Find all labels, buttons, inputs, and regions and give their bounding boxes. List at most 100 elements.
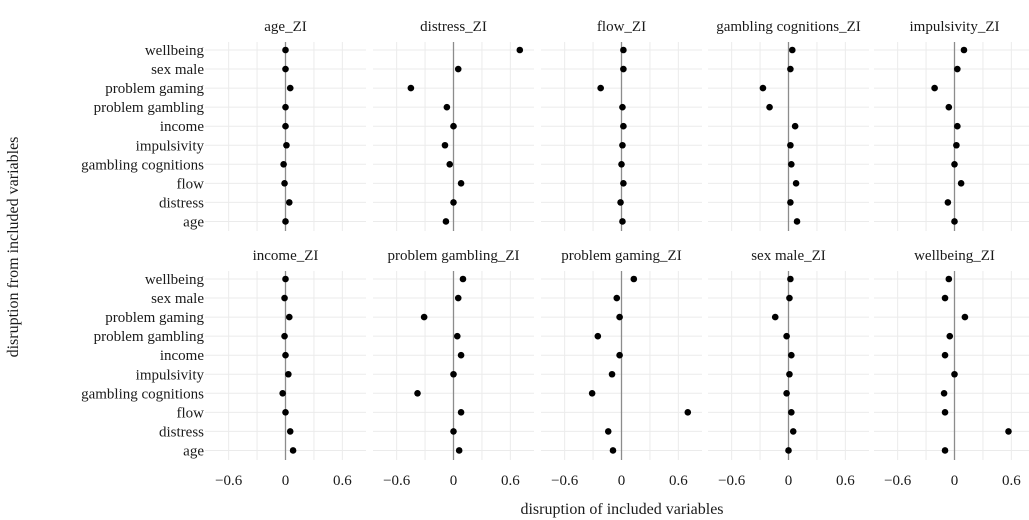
point-income	[620, 122, 627, 130]
point-gambling-cognitions	[940, 390, 948, 397]
point-sex-male	[620, 65, 627, 73]
point-income	[457, 351, 465, 359]
panel-title: income_ZI	[253, 248, 319, 264]
point-flow	[788, 409, 795, 416]
point-age	[793, 218, 801, 225]
x-tick-label: 0.6	[1002, 473, 1021, 489]
point-sex-male	[786, 294, 793, 302]
point-wellbeing	[516, 46, 524, 54]
point-distress	[1005, 428, 1012, 435]
point-wellbeing	[630, 275, 638, 283]
x-tick-label: 0.6	[501, 473, 520, 489]
panel-problem-gaming-zi: problem gaming_ZI	[541, 248, 702, 460]
point-problem-gambling	[282, 103, 289, 111]
point-distress	[285, 199, 293, 206]
point-impulsivity	[951, 370, 958, 378]
point-distress	[944, 199, 952, 206]
point-problem-gaming	[420, 313, 428, 321]
point-sex-male	[787, 65, 794, 73]
point-problem-gaming	[286, 84, 294, 92]
y-label-impulsivity: impulsivity	[136, 367, 205, 383]
point-age	[785, 447, 792, 454]
y-label-problem-gaming: problem gaming	[105, 81, 204, 97]
panel-gambling-cognitions-zi: gambling cognitions_ZI	[708, 19, 869, 231]
y-label-wellbeing: wellbeing	[145, 43, 205, 59]
point-age	[951, 218, 958, 225]
point-problem-gaming	[616, 313, 623, 321]
panel-wellbeing-zi: wellbeing_ZI	[874, 248, 1029, 460]
point-gambling-cognitions	[279, 390, 286, 397]
point-age	[455, 447, 463, 454]
panel-distress-zi: distress_ZI	[373, 19, 534, 231]
y-category-labels: wellbeing sex male problem gaming problem g…	[81, 43, 204, 459]
point-distress	[604, 428, 612, 435]
point-problem-gambling	[783, 332, 790, 340]
point-income	[282, 122, 289, 130]
point-distress	[450, 199, 457, 206]
point-distress	[617, 199, 624, 206]
point-age	[442, 218, 450, 225]
y-label-wellbeing: wellbeing	[145, 272, 205, 288]
point-flow	[684, 409, 692, 416]
x-tick-labels: −0.6 0 0.6 −0.6 0 0.6 −0.6 0 0.6 −0.6 0 0.6 −0.6 0 0.6	[215, 473, 1021, 489]
point-income	[450, 122, 457, 130]
point-age	[609, 447, 617, 454]
point-problem-gambling	[281, 332, 288, 340]
point-problem-gambling	[443, 103, 451, 111]
y-label-distress: distress	[159, 424, 204, 440]
x-tick-label: −0.6	[884, 473, 912, 489]
y-label-problem-gambling: problem gambling	[94, 329, 205, 345]
x-tick-label: 0	[618, 473, 626, 489]
panels-layer: age_ZI distress_ZI flow_ZI gambling cogniti…	[205, 19, 1029, 460]
point-impulsivity	[953, 141, 960, 149]
x-tick-label: 0.6	[836, 473, 855, 489]
point-problem-gaming	[759, 84, 767, 92]
point-problem-gambling	[946, 332, 954, 340]
point-distress	[450, 428, 457, 435]
panel-title: flow_ZI	[597, 19, 646, 35]
y-label-problem-gaming: problem gaming	[105, 310, 204, 326]
x-tick-label: 0.6	[333, 473, 352, 489]
y-label-sex-male: sex male	[151, 62, 204, 78]
point-flow	[282, 409, 289, 416]
x-tick-label: 0	[450, 473, 458, 489]
y-label-distress: distress	[159, 195, 204, 211]
panel-age-zi: age_ZI	[205, 19, 366, 231]
panel-title: problem gaming_ZI	[561, 248, 681, 264]
x-tick-label: 0.6	[669, 473, 688, 489]
point-wellbeing	[620, 46, 627, 54]
y-label-sex-male: sex male	[151, 291, 204, 307]
panel-title: impulsivity_ZI	[910, 19, 1000, 35]
point-sex-male	[954, 65, 961, 73]
point-problem-gambling	[594, 332, 602, 340]
point-problem-gaming	[771, 313, 779, 321]
point-flow	[957, 180, 965, 187]
panel-problem-gambling-zi: problem gambling_ZI	[373, 248, 534, 460]
point-gambling-cognitions	[414, 390, 421, 397]
point-gambling-cognitions	[618, 161, 625, 168]
point-flow	[281, 180, 288, 187]
panel-title: gambling cognitions_ZI	[716, 19, 861, 35]
point-age	[619, 218, 626, 225]
x-axis-title: disruption of included variables	[520, 501, 723, 518]
point-impulsivity	[608, 370, 616, 378]
point-sex-male	[454, 294, 462, 302]
point-sex-male	[282, 65, 289, 73]
point-income	[791, 122, 799, 130]
point-problem-gambling	[766, 103, 773, 111]
point-wellbeing	[787, 275, 794, 283]
panel-title: sex male_ZI	[751, 248, 826, 264]
panel-title: problem gambling_ZI	[387, 248, 519, 264]
x-tick-label: −0.6	[718, 473, 746, 489]
point-sex-male	[613, 294, 621, 302]
point-wellbeing	[282, 275, 289, 283]
point-income	[954, 122, 961, 130]
x-tick-label: 0	[785, 473, 793, 489]
point-problem-gambling	[453, 332, 461, 340]
y-axis-title: disruption from included variables	[5, 137, 22, 358]
panel-sex-male-zi: sex male_ZI	[708, 248, 869, 460]
point-impulsivity	[283, 141, 290, 149]
point-problem-gaming	[931, 84, 938, 92]
point-distress	[286, 428, 294, 435]
